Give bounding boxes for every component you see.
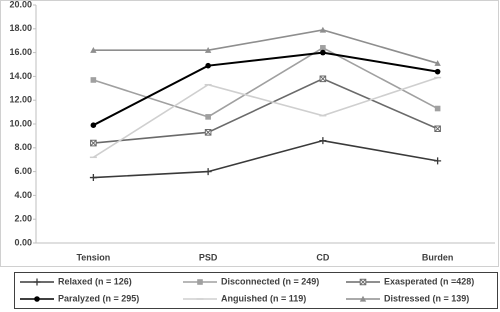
legend-label: Exasperated (n =428) bbox=[384, 276, 474, 286]
data-point bbox=[434, 68, 441, 75]
data-point bbox=[320, 49, 326, 56]
series-line bbox=[92, 76, 438, 158]
y-tick-label: 12.00 bbox=[9, 95, 32, 105]
data-point bbox=[205, 114, 211, 120]
data-point bbox=[434, 125, 441, 133]
data-point bbox=[319, 26, 327, 33]
legend-marker bbox=[359, 295, 367, 302]
x-tick-label: CD bbox=[316, 252, 329, 262]
x-tick-label: Tension bbox=[76, 252, 110, 262]
data-point bbox=[90, 47, 97, 53]
y-tick-label: 18.00 bbox=[9, 23, 32, 33]
legend-label: Distressed (n = 139) bbox=[384, 293, 469, 303]
data-point bbox=[319, 137, 327, 145]
data-point bbox=[204, 47, 212, 53]
data-point bbox=[319, 75, 327, 83]
data-point bbox=[320, 45, 326, 51]
y-tick-label: 0.00 bbox=[14, 237, 32, 247]
data-point bbox=[90, 122, 97, 128]
y-tick-label: 10.00 bbox=[9, 118, 32, 128]
legend-marker bbox=[359, 278, 367, 286]
data-point bbox=[204, 168, 212, 176]
legend-label: Anguished (n = 119) bbox=[221, 293, 306, 303]
y-tick-label: 4.00 bbox=[14, 190, 32, 200]
legend-marker bbox=[34, 296, 40, 302]
legend-label: Relaxed (n = 126) bbox=[58, 276, 132, 286]
data-point bbox=[90, 139, 97, 147]
chart-frame bbox=[0, 0, 499, 267]
data-point bbox=[205, 62, 211, 69]
legend-box bbox=[14, 272, 498, 309]
legend-marker bbox=[33, 278, 41, 286]
legend-marker bbox=[197, 279, 203, 285]
x-tick-label: Burden bbox=[422, 252, 454, 262]
y-tick-label: 6.00 bbox=[14, 166, 32, 176]
series-line bbox=[92, 51, 438, 127]
data-point bbox=[434, 60, 441, 66]
data-point bbox=[90, 77, 97, 83]
x-tick-label: PSD bbox=[199, 252, 218, 262]
legend-label: Disconnected (n = 249) bbox=[221, 276, 319, 286]
series-line bbox=[93, 139, 438, 179]
series-line bbox=[93, 46, 438, 118]
data-point bbox=[434, 105, 441, 112]
y-tick-label: 16.00 bbox=[9, 47, 32, 57]
series-line bbox=[93, 77, 438, 144]
y-tick-label: 8.00 bbox=[14, 142, 32, 152]
legend-label: Paralyzed (n = 295) bbox=[58, 293, 139, 303]
y-tick-label: 2.00 bbox=[14, 214, 32, 224]
data-point bbox=[204, 129, 212, 136]
series-line bbox=[93, 29, 438, 65]
y-tick-label: 14.00 bbox=[9, 71, 32, 81]
data-point bbox=[89, 174, 97, 182]
data-point bbox=[434, 157, 442, 165]
y-tick-label: 20.00 bbox=[9, 0, 32, 9]
